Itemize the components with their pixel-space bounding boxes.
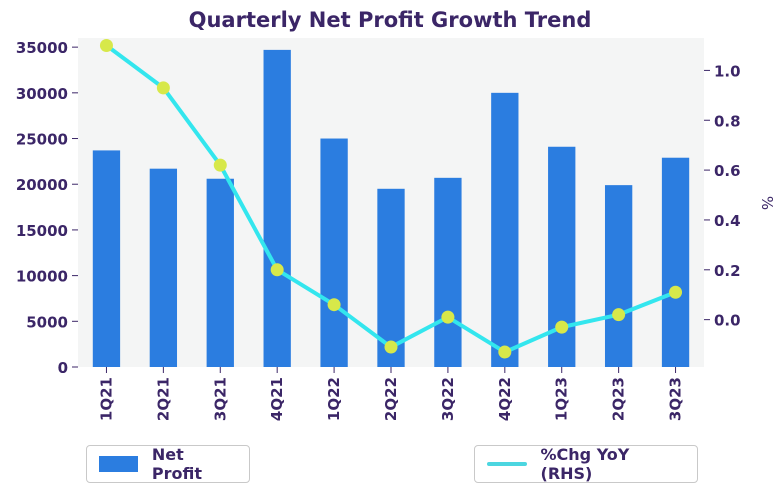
line-point: [384, 340, 398, 354]
x-tick-label: 2Q22: [382, 377, 400, 421]
left-tick-label: 25000: [16, 131, 68, 149]
x-tick-label: 2Q23: [610, 377, 628, 421]
x-tick-label: 4Q21: [268, 377, 286, 421]
left-tick-label: 30000: [16, 85, 68, 103]
x-tick-label: 3Q22: [439, 377, 457, 421]
bar: [661, 157, 690, 367]
line-point: [612, 308, 626, 322]
line-point: [555, 320, 569, 334]
left-tick-label: 10000: [16, 268, 68, 286]
line-point: [99, 38, 113, 52]
bar: [434, 177, 462, 367]
line-point: [441, 310, 455, 324]
left-axis: 0 5000 10000 15000 20000 25000 30000 35000: [16, 39, 78, 377]
x-tick-label: 3Q23: [667, 377, 685, 421]
line-series: [99, 38, 683, 359]
line-point: [669, 285, 683, 299]
legend-pct-chg: %Chg YoY (RHS): [474, 445, 698, 483]
bar: [548, 146, 576, 367]
right-axis: 0.0 0.2 0.4 0.6 0.8 1.0: [704, 62, 741, 330]
legend-line-swatch: [487, 462, 527, 466]
x-axis: 1Q21 2Q21 3Q21 4Q21 1Q22 2Q22 3Q22 4Q22 1Q23 2Q23…: [97, 367, 685, 421]
right-tick-label: 0.8: [714, 112, 741, 130]
chart-title: Quarterly Net Profit Growth Trend: [189, 8, 592, 32]
x-tick-label: 1Q21: [97, 377, 115, 421]
x-tick-label: 4Q22: [496, 377, 514, 421]
bar: [604, 185, 633, 367]
line-point: [213, 158, 227, 172]
legend-label: Net Profit: [151, 445, 202, 483]
x-tick-label: 2Q21: [154, 377, 172, 421]
x-tick-label: 3Q21: [211, 377, 229, 421]
right-tick-label: 1.0: [714, 62, 741, 80]
left-tick-label: 0: [58, 359, 68, 377]
bar: [377, 188, 405, 367]
left-tick-label: 5000: [26, 313, 68, 331]
x-tick-label: 1Q23: [553, 377, 571, 421]
bar: [206, 178, 234, 367]
bar: [92, 150, 121, 367]
bar: [149, 168, 178, 367]
right-tick-label: 0.6: [714, 162, 741, 180]
left-tick-label: 15000: [16, 222, 68, 240]
bar: [263, 49, 291, 367]
left-tick-label: 20000: [16, 176, 68, 194]
line-point: [270, 263, 284, 277]
legend-label: %Chg YoY (RHS): [540, 445, 630, 483]
bar: [491, 92, 519, 367]
right-axis-label: %: [758, 196, 776, 210]
right-tick-label: 0.0: [714, 312, 741, 330]
right-tick-label: 0.2: [714, 262, 741, 280]
legend-net-profit: Net Profit: [86, 445, 250, 483]
right-tick-label: 0.4: [714, 212, 741, 230]
line-point: [156, 81, 170, 95]
left-tick-label: 35000: [16, 39, 68, 57]
line-point: [327, 298, 341, 312]
x-tick-label: 1Q22: [325, 377, 343, 421]
line-point: [498, 345, 512, 359]
bar: [320, 138, 348, 367]
legend-bar-swatch: [99, 456, 138, 472]
